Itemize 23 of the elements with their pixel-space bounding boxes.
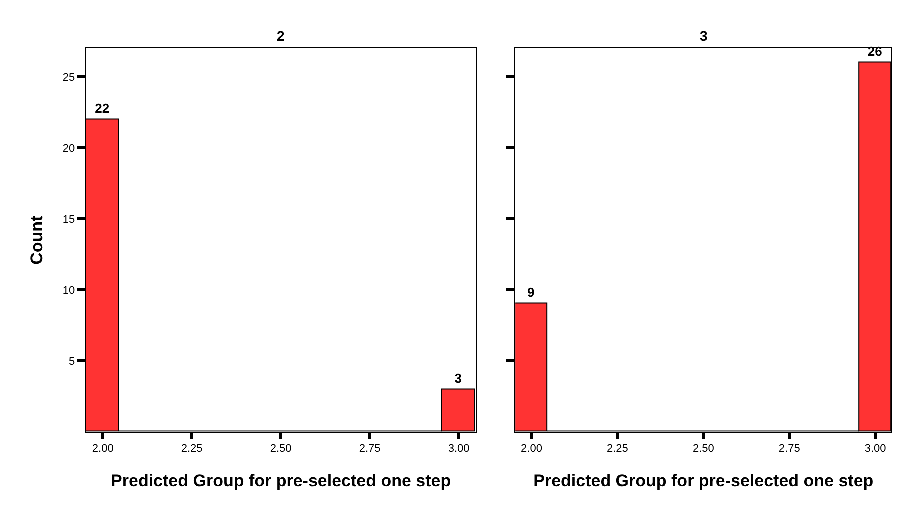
y-tick-label: 15 bbox=[62, 214, 76, 226]
x-tick-label: 3.00 bbox=[448, 443, 470, 456]
y-tick-label: 10 bbox=[62, 284, 76, 297]
x-tick-label: 2.00 bbox=[92, 443, 114, 456]
x-tick-label: 2.75 bbox=[778, 443, 800, 456]
x-tick-label: 2.75 bbox=[359, 443, 381, 456]
x-tick-label: 2.50 bbox=[270, 443, 292, 456]
chart-title: 3 bbox=[700, 28, 708, 44]
y-axis-title: Count bbox=[27, 215, 46, 265]
x-axis-title: Predicted Group for pre-selected one step bbox=[534, 472, 874, 491]
y-tick-label: 5 bbox=[69, 356, 76, 368]
data-label: 22 bbox=[95, 101, 110, 116]
y-tick-label: 25 bbox=[62, 72, 76, 84]
x-axis-title: Predicted Group for pre-selected one step bbox=[111, 472, 452, 491]
x-tick-label: 2.00 bbox=[521, 443, 542, 456]
data-label: 9 bbox=[527, 285, 535, 300]
y-tick-label: 20 bbox=[62, 142, 76, 155]
chart-title: 2 bbox=[277, 28, 285, 44]
x-tick-label: 2.25 bbox=[607, 443, 628, 456]
x-tick-label: 3.00 bbox=[864, 443, 886, 456]
data-label: 3 bbox=[454, 371, 462, 386]
x-tick-label: 2.25 bbox=[181, 443, 203, 456]
x-tick-label: 2.50 bbox=[692, 443, 714, 456]
